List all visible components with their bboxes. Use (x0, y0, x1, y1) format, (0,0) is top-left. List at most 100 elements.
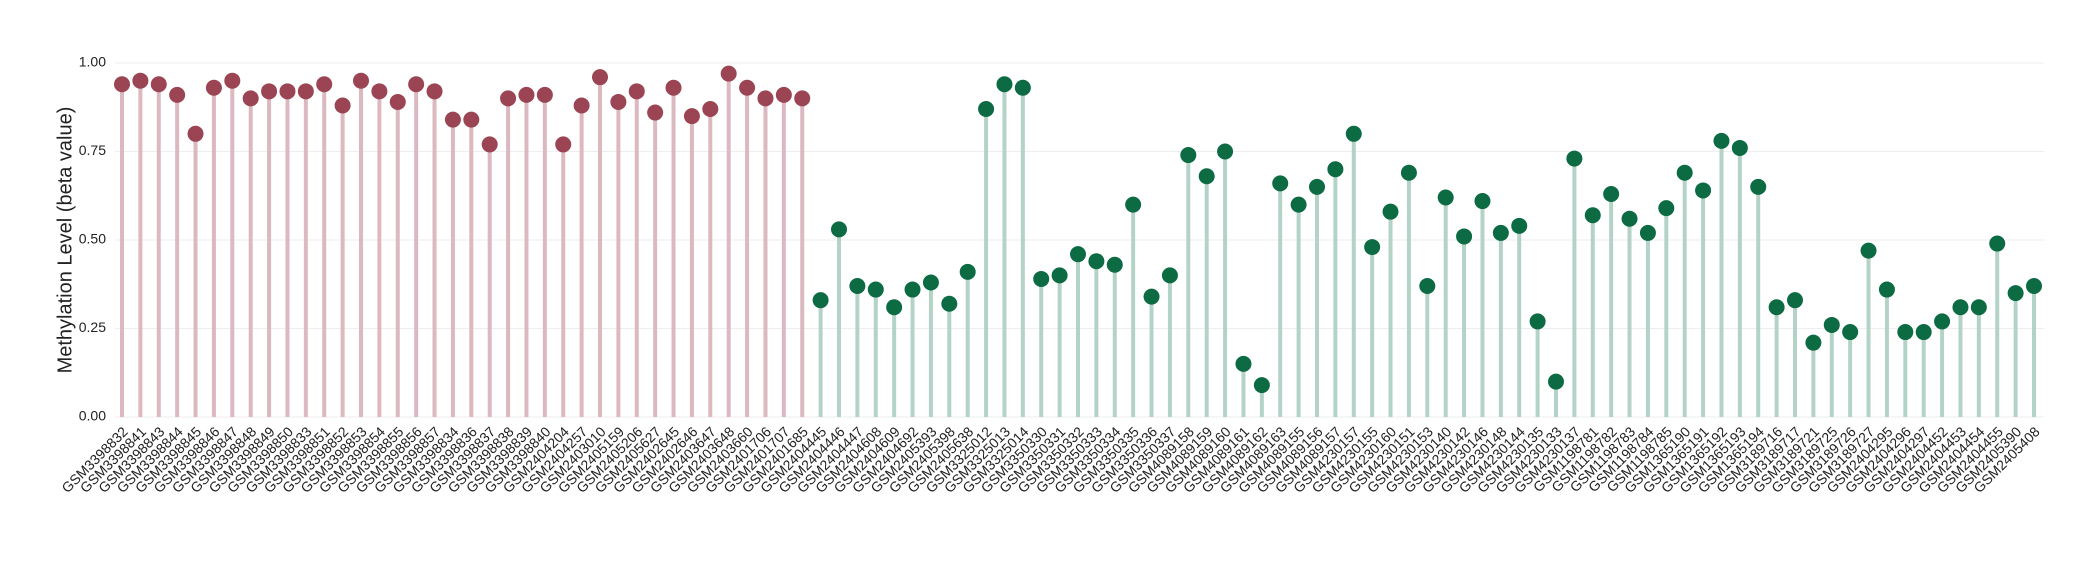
dot (1860, 242, 1877, 259)
dot (297, 83, 314, 100)
dot (1989, 235, 2006, 252)
dot (1934, 313, 1951, 330)
dot (775, 86, 792, 103)
dot (426, 83, 443, 100)
y-tick-label: 0.00 (79, 408, 106, 424)
dot (647, 104, 664, 121)
dot (1033, 270, 1050, 287)
dot (1345, 125, 1362, 142)
dot (1474, 193, 1491, 210)
dot (757, 90, 774, 107)
dot (2007, 285, 2024, 302)
dot (831, 221, 847, 238)
dot (1309, 178, 1325, 195)
dot (1014, 79, 1031, 96)
dot (1272, 175, 1289, 192)
dot (389, 93, 406, 110)
dot (1970, 299, 1987, 316)
dot (1768, 299, 1785, 316)
dot (886, 299, 903, 316)
dot (114, 76, 130, 93)
dot (941, 295, 958, 312)
dot (555, 136, 572, 153)
dot (1621, 210, 1638, 227)
dot (518, 86, 535, 103)
dot (996, 76, 1013, 93)
dot (1878, 281, 1895, 298)
dot (867, 281, 884, 298)
dot (978, 101, 995, 118)
y-tick-label: 0.50 (79, 231, 106, 247)
dot (500, 90, 517, 107)
dot (1106, 256, 1123, 273)
dot (959, 263, 976, 280)
dot (1842, 324, 1859, 341)
dot (1290, 196, 1307, 213)
dot (1952, 299, 1969, 316)
y-tick-label: 0.75 (79, 142, 106, 158)
dot (1695, 182, 1712, 199)
dot (1125, 196, 1142, 213)
dot (1253, 377, 1270, 394)
dot (1437, 189, 1454, 206)
dot (683, 108, 700, 125)
dot (481, 136, 498, 153)
dot (1897, 324, 1914, 341)
dot (279, 83, 296, 100)
dot (187, 125, 204, 142)
dot (610, 93, 627, 110)
dot (1676, 164, 1693, 181)
dot (2026, 278, 2042, 295)
dot (739, 79, 756, 96)
dot (1198, 168, 1215, 185)
y-tick-label: 0.25 (79, 319, 106, 335)
dot (922, 274, 939, 291)
dot (1658, 200, 1675, 217)
dot (408, 76, 425, 93)
dot (353, 72, 369, 89)
dot (1584, 207, 1601, 224)
dot (316, 76, 333, 93)
dot (1713, 132, 1730, 149)
dot (1419, 278, 1436, 295)
y-tick-label: 1.00 (79, 54, 106, 70)
dot (849, 278, 866, 295)
dot (720, 65, 737, 82)
dot (242, 90, 259, 107)
dot (1566, 150, 1583, 167)
dot (1456, 228, 1473, 245)
dot (463, 111, 480, 128)
dot (1364, 239, 1381, 256)
dot (1235, 355, 1252, 372)
dot (132, 72, 149, 89)
dot (1639, 224, 1656, 241)
dot (371, 83, 388, 100)
dot (1492, 224, 1509, 241)
dot (904, 281, 921, 298)
y-axis-label: Methylation Level (beta value) (54, 107, 76, 374)
dot (1529, 313, 1546, 330)
dot (1327, 161, 1344, 178)
dot (1143, 288, 1160, 305)
dot (1217, 143, 1234, 160)
dot (794, 90, 811, 107)
dot (1070, 246, 1086, 263)
dot (1805, 334, 1822, 351)
dot (1180, 147, 1197, 164)
dot (1400, 164, 1417, 181)
dot (702, 101, 719, 118)
dot (1548, 373, 1564, 390)
dot (1161, 267, 1178, 284)
dot (628, 83, 645, 100)
dot (592, 69, 608, 86)
dot (1823, 316, 1840, 333)
dot (536, 86, 553, 103)
dot (1511, 217, 1528, 234)
dot (1382, 203, 1399, 220)
dot (444, 111, 461, 128)
dot (1051, 267, 1068, 284)
dot (1787, 292, 1803, 309)
dot (573, 97, 590, 114)
dot (261, 83, 278, 100)
